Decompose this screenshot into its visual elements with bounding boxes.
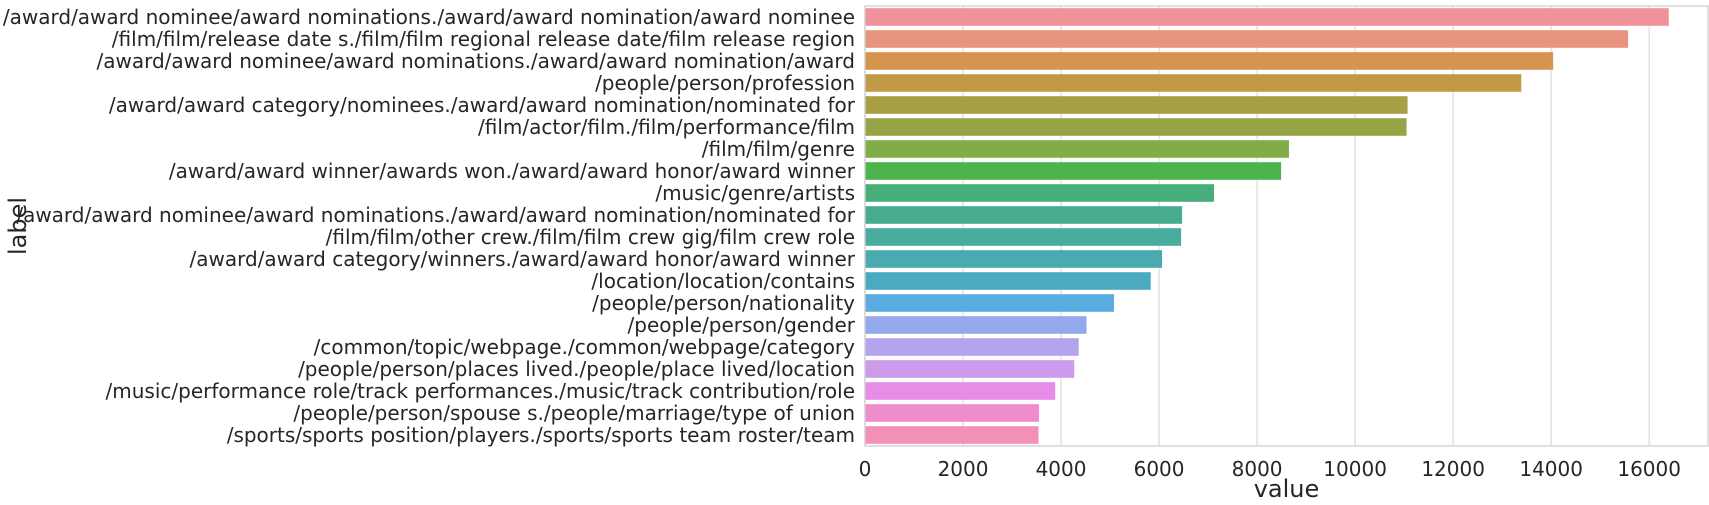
bar [865,74,1522,92]
y-tick-label: /film/film/genre [702,137,855,161]
bar [865,360,1075,378]
y-tick-label: /people/person/spouse s./people/marriage… [293,401,855,425]
x-tick-label: 2000 [938,457,989,481]
y-tick-label: /people/person/profession [595,71,855,95]
y-tick-label: /award/award nominee/award nominations./… [3,5,855,29]
bar [865,8,1669,26]
bar [865,426,1039,444]
y-tick-label: /film/actor/film./film/performance/film [478,115,855,139]
y-tick-label: /location/location/contains [591,269,855,293]
x-tick-label: 4000 [1036,457,1087,481]
x-tick-label: 8000 [1232,457,1283,481]
bar [865,272,1151,290]
bar [865,30,1629,48]
plot-frame [864,5,1709,447]
bar [865,162,1282,180]
y-tick-label: /music/genre/artists [655,181,855,205]
y-tick-label: /sports/sports position/players./sports/… [227,423,855,447]
y-tick-label: /award/award winner/awards won./award/aw… [169,159,856,183]
y-tick-label: /award/award category/winners./award/awa… [190,247,856,271]
y-tick-label: /people/person/gender [628,313,856,337]
y-tick-label: /award/award nominee/award nominations./… [16,203,855,227]
y-tick-labels: /award/award nominee/award nominations./… [3,5,856,447]
x-tick-label: 0 [859,457,872,481]
bar [865,140,1289,158]
bar [865,96,1408,114]
bar [865,404,1039,422]
y-tick-label: /award/award category/nominees./award/aw… [109,93,856,117]
x-tick-label: 10000 [1323,457,1387,481]
y-tick-label: /film/film/other crew./film/film crew gi… [326,225,855,249]
x-tick-label: 6000 [1134,457,1185,481]
bar [865,294,1114,312]
bar [865,338,1079,356]
x-tick-label: 14000 [1519,457,1583,481]
y-tick-label: /film/film/release date s./film/film reg… [112,27,855,51]
x-tick-label: 12000 [1421,457,1485,481]
y-axis-title: label [4,197,32,255]
x-tick-label: 16000 [1617,457,1681,481]
bar [865,316,1087,334]
x-axis-title: value [1254,475,1320,503]
y-tick-label: /people/person/places lived./people/plac… [298,357,855,381]
y-tick-label: /common/topic/webpage./common/webpage/ca… [314,335,856,359]
bar [865,118,1407,136]
bar [865,250,1163,268]
bar [865,382,1056,400]
bars [865,8,1669,444]
bar [865,206,1183,224]
bar [865,184,1214,202]
y-tick-label: /award/award nominee/award nominations./… [96,49,855,73]
y-tick-label: /people/person/nationality [592,291,855,315]
grid-lines [864,6,1650,446]
bar [865,52,1554,70]
x-tick-labels: 0 2000 4000 6000 8000 10000 12000 14000 16000 [859,457,1681,481]
bar [865,228,1182,246]
y-tick-label: /music/performance role/track performanc… [106,379,855,403]
